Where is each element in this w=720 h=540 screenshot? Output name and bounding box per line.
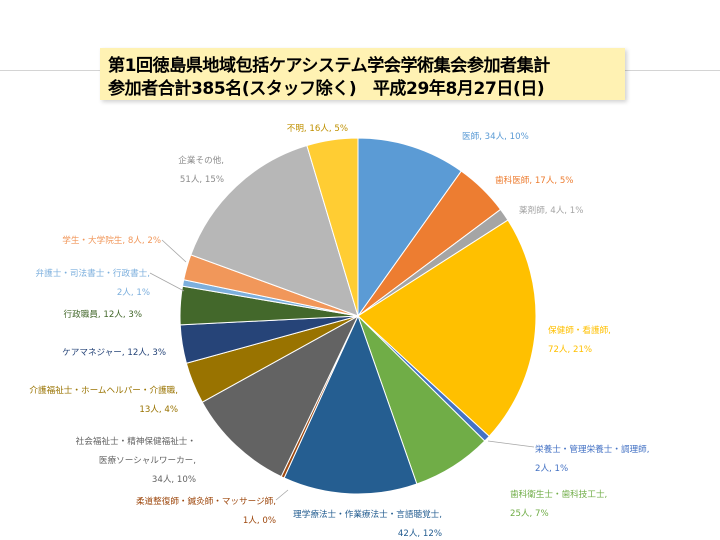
data-label: 不明, 16人, 5% xyxy=(287,123,348,134)
data-label: 柔道整復師・鍼灸師・マッサージ師, 1人, 0% xyxy=(136,495,276,526)
data-label: 理学療法士・作業療法士・言語聴覚士, 42人, 12% xyxy=(293,508,442,539)
pie-slice xyxy=(306,137,359,317)
data-label: 行政職員, 12人, 3% xyxy=(64,308,142,320)
data-label: 医師, 34人, 10% xyxy=(462,130,529,142)
pie-slice xyxy=(201,314,360,478)
chart-title: 第1回徳島県地域包括ケアシステム学会学術集会参加者集計 xyxy=(108,56,550,76)
data-label: 保健師・看護師, 72人, 21% xyxy=(548,324,611,355)
pie-slice xyxy=(357,137,463,318)
data-label: 薬剤師, 4人, 1% xyxy=(519,204,583,216)
data-label: 社会福祉士・精神保健福祉士・医療ソーシャルワーカー, 34人, 10% xyxy=(76,435,196,485)
pie-slice xyxy=(283,314,418,495)
leader-line xyxy=(161,239,187,263)
leader-line xyxy=(275,489,289,501)
chart-title-box: 第1回徳島県地域包括ケアシステム学会学術集会参加者集計 参加者合計385名(スタ… xyxy=(100,48,625,100)
data-label: 介護福祉士・ホームヘルパー・介護職, 13人, 4% xyxy=(29,384,178,415)
data-label: 歯科医師, 17人, 5% xyxy=(495,174,573,186)
leader-line xyxy=(487,440,535,448)
data-label: ケアマネジャー, 12人, 3% xyxy=(62,347,166,358)
data-label: 栄養士・管理栄養士・調理師, 2人, 1% xyxy=(535,443,649,474)
data-label: 学生・大学院生, 8人, 2% xyxy=(62,234,161,246)
data-label: 企業その他, 51人, 15% xyxy=(178,154,224,185)
pie-slice xyxy=(190,144,359,317)
leader-line xyxy=(149,272,185,292)
data-label: 弁護士・司法書士・行政書士, 2人, 1% xyxy=(36,267,150,298)
chart-subtitle: 参加者合計385名(スタッフ除く) 平成29年8月27日(日) xyxy=(108,79,545,99)
data-label: 歯科衛生士・歯科技工士, 25人, 7% xyxy=(510,488,607,519)
pie-slice xyxy=(357,219,537,438)
